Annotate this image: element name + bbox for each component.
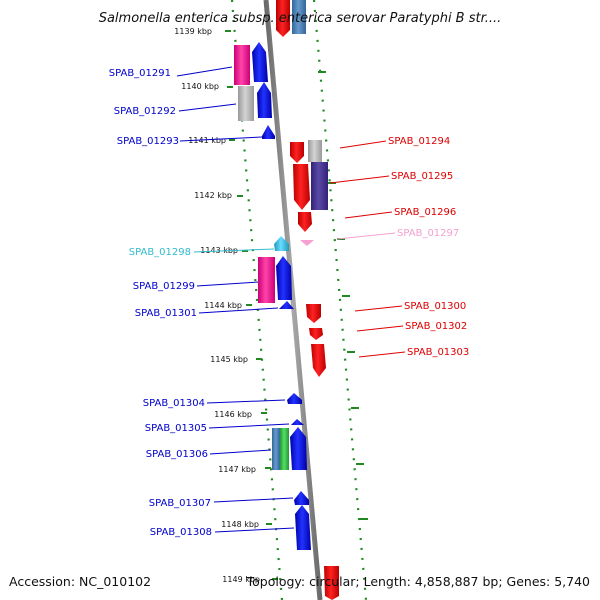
gene-label[interactable]: SPAB_01301 (135, 308, 197, 319)
accession-text: Accession: NC_010102 (9, 574, 151, 589)
kbp-label: 1141 kbp (188, 136, 226, 145)
cds-blue-small (279, 301, 294, 309)
kbp-label: 1147 kbp (218, 465, 256, 474)
cds-red-reverse (293, 164, 310, 210)
cds-magenta (234, 45, 250, 85)
gene-label[interactable]: SPAB_01299 (133, 281, 195, 292)
cds-pink-small (300, 240, 314, 246)
cds-blue-small (262, 125, 275, 139)
gene-label[interactable]: SPAB_01293 (117, 136, 179, 147)
gene-label[interactable]: SPAB_01305 (145, 423, 207, 434)
cds-magenta (258, 257, 275, 303)
cds-purple (311, 162, 328, 210)
cds-red-bottom (324, 566, 339, 600)
gene-label[interactable]: SPAB_01297 (397, 228, 459, 239)
cds-blue-forward (295, 505, 311, 550)
cds-blue-forward (257, 82, 272, 118)
cds-cyan-small (274, 236, 289, 251)
kbp-label: 1146 kbp (214, 410, 252, 419)
cds-blue-small (291, 419, 304, 425)
map-title: Salmonella enterica subsp. enterica sero… (99, 11, 502, 26)
label-connectors (176, 66, 406, 533)
gene-label[interactable]: SPAB_01298 (129, 247, 191, 258)
cds-features (234, 0, 339, 600)
cds-blue-forward (252, 42, 268, 82)
cds-red-reverse (306, 304, 321, 323)
cds-blue-forward (290, 427, 307, 470)
cds-red-reverse (290, 142, 304, 163)
gene-label[interactable]: SPAB_01307 (149, 498, 211, 509)
cds-blue-small (294, 491, 309, 505)
kbp-label: 1142 kbp (194, 191, 232, 200)
cds-steel (272, 428, 280, 470)
cds-red-top (276, 0, 290, 37)
gene-label[interactable]: SPAB_01295 (391, 171, 453, 182)
gene-label[interactable]: SPAB_01294 (388, 136, 450, 147)
kbp-label: 1148 kbp (221, 520, 259, 529)
gene-label[interactable]: SPAB_01306 (146, 449, 208, 460)
cds-blue-forward (276, 256, 292, 300)
cds-red-reverse (298, 212, 312, 232)
kbp-label: 1144 kbp (204, 301, 242, 310)
summary-text: Topology: circular; Length: 4,858,887 bp… (246, 574, 590, 589)
kbp-tick-marks (225, 30, 278, 580)
cds-steel-top (292, 0, 306, 34)
gene-label[interactable]: SPAB_01302 (405, 321, 467, 332)
gene-label[interactable]: SPAB_01303 (407, 347, 469, 358)
cds-red-reverse (311, 344, 326, 377)
gene-label[interactable]: SPAB_01308 (150, 527, 212, 538)
cds-grey-right (308, 140, 322, 162)
kbp-label: 1143 kbp (200, 246, 238, 255)
gene-label[interactable]: SPAB_01300 (404, 301, 466, 312)
kbp-label: 1145 kbp (210, 355, 248, 364)
kbp-label: 1149 kbp (222, 575, 260, 584)
cds-blue-small (287, 393, 302, 404)
gene-label[interactable]: SPAB_01292 (114, 106, 176, 117)
right-ring-ticks (318, 71, 368, 520)
gene-label[interactable]: SPAB_01304 (143, 398, 205, 409)
gene-label[interactable]: SPAB_01296 (394, 207, 456, 218)
genome-backbone (263, 0, 323, 600)
kbp-label: 1140 kbp (181, 82, 219, 91)
gene-label[interactable]: SPAB_01291 (109, 68, 171, 79)
cds-red-reverse (309, 328, 323, 340)
kbp-label: 1139 kbp (174, 27, 212, 36)
gene-labels: SPAB_01291 SPAB_01292 SPAB_01293 SPAB_01… (109, 68, 470, 538)
cds-green (280, 428, 289, 470)
kbp-labels: 1139 kbp 1140 kbp 1141 kbp 1142 kbp 1143… (174, 27, 260, 584)
outer-ring-right (312, 0, 368, 600)
cds-grey (238, 86, 254, 121)
